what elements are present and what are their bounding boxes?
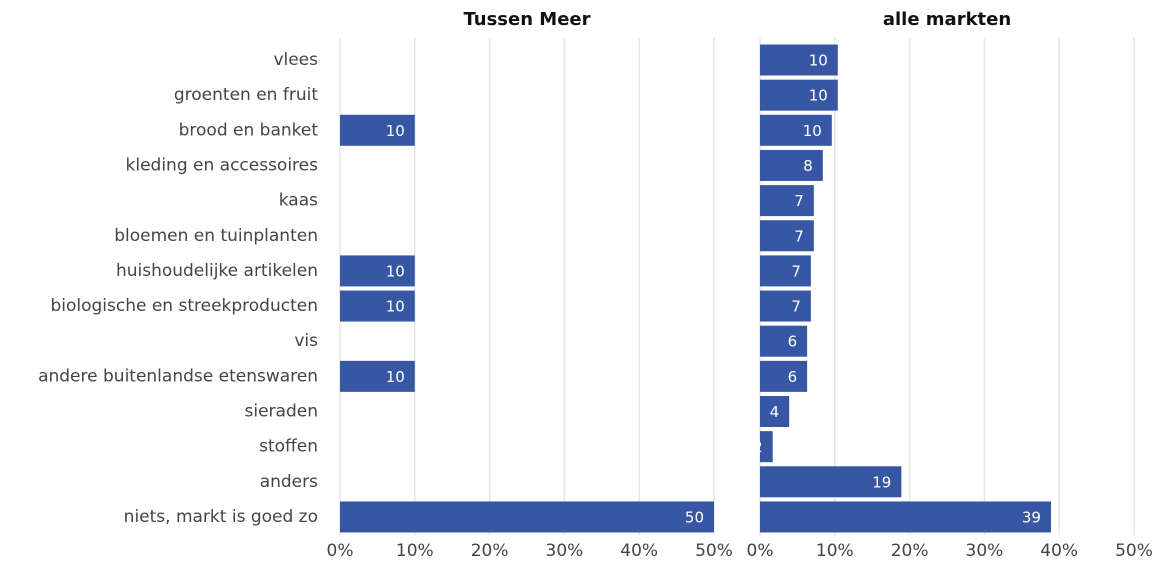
- value-label: 50: [685, 508, 704, 526]
- panel-title: alle markten: [883, 9, 1011, 30]
- category-label: vis: [294, 331, 318, 351]
- bar: [340, 290, 415, 322]
- x-tick-label: 30%: [546, 541, 584, 561]
- panel-title: Tussen Meer: [463, 9, 590, 30]
- bar: [760, 501, 1051, 533]
- x-tick-label: 20%: [471, 541, 509, 561]
- value-label: 7: [794, 227, 804, 245]
- category-label: anders: [260, 472, 318, 492]
- category-label: bloemen en tuinplanten: [114, 226, 318, 246]
- category-label: stoffen: [259, 437, 318, 457]
- x-tick-label: 10%: [396, 541, 434, 561]
- category-label: andere buitenlandse etenswaren: [38, 366, 318, 386]
- x-tick-label: 0%: [327, 541, 354, 561]
- bar: [340, 501, 714, 533]
- x-tick-label: 20%: [891, 541, 929, 561]
- bar: [340, 114, 415, 146]
- value-label: 10: [803, 122, 822, 140]
- bar: [760, 325, 808, 357]
- x-tick-label: 50%: [695, 541, 733, 561]
- category-label: kaas: [279, 191, 318, 211]
- category-label: huishoudelijke artikelen: [116, 261, 318, 281]
- value-label: 4: [770, 403, 780, 421]
- bar: [760, 114, 832, 146]
- bar: [760, 79, 838, 111]
- category-label: kleding en accessoires: [126, 155, 319, 175]
- x-tick-label: 40%: [1040, 541, 1078, 561]
- category-label: vlees: [273, 50, 318, 70]
- category-label: brood en banket: [179, 120, 319, 140]
- value-label: 2: [753, 438, 763, 456]
- bar: [760, 149, 823, 181]
- x-tick-label: 40%: [620, 541, 658, 561]
- bar: [760, 185, 814, 217]
- bar: [760, 396, 790, 427]
- value-label: 19: [872, 473, 891, 491]
- bar: [340, 360, 415, 392]
- x-tick-label: 30%: [966, 541, 1004, 561]
- value-label: 7: [794, 192, 804, 210]
- value-label: 7: [791, 298, 801, 316]
- value-label: 10: [386, 298, 405, 316]
- value-label: 6: [788, 368, 798, 386]
- category-label: sieraden: [245, 402, 318, 422]
- bar: [760, 255, 811, 287]
- value-label: 10: [386, 262, 405, 280]
- bar: [760, 44, 838, 76]
- x-tick-label: 50%: [1115, 541, 1153, 561]
- value-label: 10: [386, 122, 405, 140]
- value-label: 7: [791, 262, 801, 280]
- category-label: niets, markt is goed zo: [124, 507, 318, 527]
- value-label: 10: [809, 52, 828, 70]
- bar: [340, 255, 415, 287]
- x-tick-label: 10%: [816, 541, 854, 561]
- x-tick-label: 0%: [747, 541, 774, 561]
- value-label: 39: [1022, 508, 1041, 526]
- category-label: groenten en fruit: [174, 85, 318, 105]
- value-label: 10: [809, 87, 828, 105]
- bar: [760, 220, 814, 252]
- bar: [760, 360, 808, 392]
- bar: [760, 466, 902, 498]
- bar: [760, 290, 811, 322]
- value-label: 10: [386, 368, 405, 386]
- category-label: biologische en streekproducten: [50, 296, 318, 316]
- value-label: 6: [788, 333, 798, 351]
- value-label: 8: [803, 157, 813, 175]
- bar: [760, 431, 773, 463]
